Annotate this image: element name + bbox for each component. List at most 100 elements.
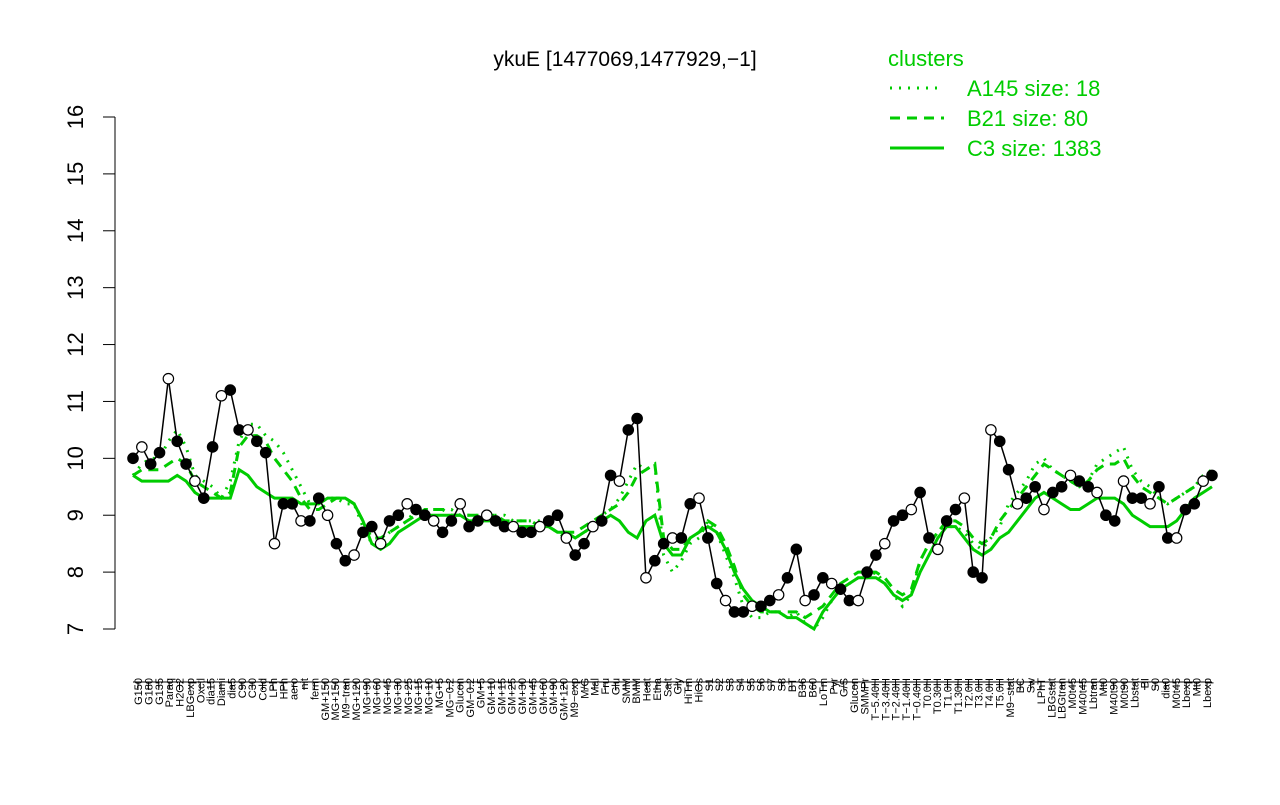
x-tick-label: GM−0.2: [465, 678, 477, 717]
x-tick-label: Heat: [642, 678, 654, 701]
data-point: [286, 498, 298, 510]
data-point: [330, 537, 343, 550]
data-point: [436, 526, 449, 539]
x-tick-label: MG+90: [361, 678, 373, 714]
x-tick-label: T−2.40H: [891, 678, 903, 721]
data-point: [454, 498, 467, 510]
x-tick-label: T−1.40H: [901, 678, 913, 721]
data-point: [242, 424, 254, 436]
data-point: [445, 515, 458, 527]
data-point: [896, 509, 909, 522]
data-point: [587, 520, 599, 533]
data-point: [710, 577, 723, 590]
data-point: [817, 571, 829, 584]
x-tick-label: Diami: [216, 678, 228, 706]
x-tick-label: B60: [808, 678, 820, 698]
data-point: [613, 475, 626, 487]
y-tick-label: 15: [63, 162, 88, 186]
data-point: [1091, 486, 1103, 499]
legend-label: B21 size: 80: [967, 106, 1088, 131]
data-point: [808, 589, 820, 601]
x-tick-label: S2: [714, 678, 726, 691]
x-tick-label: HiTm: [683, 678, 695, 704]
x-tick-label: aero: [289, 678, 301, 700]
x-tick-label: T5.0H: [994, 678, 1006, 708]
x-tick-label: MG+10: [424, 678, 436, 714]
x-tick-label: T−5.40H: [870, 678, 882, 721]
x-tick-label: MG+120: [351, 678, 363, 721]
data-point: [887, 515, 900, 527]
x-tick-label: T2.0H: [963, 678, 975, 708]
x-tick-label: Lbtran: [1088, 678, 1100, 709]
x-tick-label: LPh: [268, 678, 280, 698]
x-tick-label: M40t45: [1077, 678, 1089, 715]
data-point: [427, 515, 440, 527]
x-tick-label: S4: [735, 678, 747, 691]
data-point: [189, 475, 201, 487]
x-tick-label: Etha: [652, 677, 664, 701]
data-point: [595, 515, 608, 527]
x-tick-label: Mal: [590, 678, 602, 696]
x-tick-label: BI: [1140, 678, 1152, 688]
data-point: [763, 594, 776, 607]
data-point: [1011, 498, 1024, 510]
x-tick-label: nit: [299, 678, 311, 690]
y-tick-label: 9: [63, 509, 88, 521]
x-tick-label: MG+45: [382, 678, 394, 714]
x-tick-label: Gly: [673, 678, 685, 695]
data-point: [551, 509, 564, 522]
x-tick-label: M0t90: [1119, 678, 1131, 709]
x-tick-label: S5: [745, 678, 757, 691]
data-point: [534, 520, 546, 533]
x-tick-label: M0t45: [1067, 678, 1079, 709]
data-point: [1082, 480, 1094, 493]
y-tick-label: 10: [63, 446, 88, 470]
x-tick-label: M/G: [579, 678, 591, 699]
x-tick-label: LBGtran: [1057, 678, 1069, 719]
x-tick-label: T−0.40H: [911, 678, 923, 721]
data-point: [958, 492, 971, 504]
x-tick-label: MG−0.2: [444, 678, 456, 717]
x-tick-label: S3: [725, 678, 737, 691]
data-point: [657, 537, 670, 550]
data-point: [1197, 475, 1209, 487]
x-tick-label: Glucon: [849, 678, 861, 713]
x-tick-label: Cold: [258, 678, 270, 701]
x-tick-label: MG+5: [434, 678, 446, 708]
x-tick-label: Glucon: [455, 678, 467, 713]
x-tick-label: Glu: [610, 678, 622, 695]
x-tick-label: MG+15: [413, 678, 425, 714]
x-tick-label: Salt: [662, 678, 674, 697]
x-tick-label: GM+60: [538, 678, 550, 714]
data-point: [622, 424, 635, 436]
data-point: [1002, 463, 1015, 476]
x-tick-label: Lbexp: [1181, 678, 1193, 708]
data-point: [1038, 503, 1050, 516]
data-point: [1153, 480, 1165, 493]
x-tick-label: HiOs: [693, 678, 705, 703]
data-point: [569, 549, 582, 561]
data-point: [224, 384, 237, 396]
x-tick-label: G/S: [839, 678, 851, 697]
data-point: [1135, 492, 1148, 504]
data-point: [401, 498, 413, 510]
data-point: [392, 509, 405, 522]
x-tick-label: M9−stat: [1005, 678, 1017, 717]
data-point: [737, 606, 750, 618]
x-tick-label: GM+120: [559, 678, 571, 721]
data-point: [1144, 498, 1156, 510]
x-tick-label: BC: [1015, 678, 1027, 693]
x-tick-label: Lbstat: [1129, 678, 1141, 708]
data-point: [1064, 469, 1077, 482]
x-tick-label: GM+30: [517, 678, 529, 714]
legend-label: A145 size: 18: [967, 76, 1100, 101]
data-point: [1117, 475, 1130, 487]
data-point: [206, 441, 219, 453]
data-point: [693, 492, 705, 504]
cluster-line-dotted: [131, 422, 1213, 632]
data-point: [684, 498, 696, 510]
x-tick-label: Pyr: [828, 678, 840, 695]
data-point: [197, 492, 210, 504]
data-point: [153, 446, 166, 459]
